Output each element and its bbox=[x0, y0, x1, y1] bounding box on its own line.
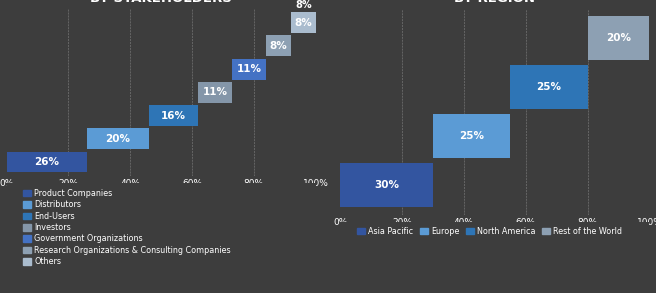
Bar bbox=[291, 12, 316, 33]
Bar bbox=[87, 128, 149, 149]
Bar bbox=[266, 35, 291, 56]
Text: 20%: 20% bbox=[606, 33, 631, 43]
Bar bbox=[232, 59, 266, 80]
Bar bbox=[510, 65, 588, 109]
Text: 16%: 16% bbox=[161, 110, 186, 120]
Text: 26%: 26% bbox=[34, 157, 59, 167]
Text: 8%: 8% bbox=[295, 18, 312, 28]
Text: 11%: 11% bbox=[203, 87, 228, 97]
Text: 30%: 30% bbox=[374, 180, 400, 190]
Bar bbox=[149, 105, 198, 126]
Text: 25%: 25% bbox=[459, 131, 484, 141]
Text: 8%: 8% bbox=[270, 41, 287, 51]
Text: 20%: 20% bbox=[106, 134, 131, 144]
Bar bbox=[198, 82, 232, 103]
Title: BY STAKEHOLDERS: BY STAKEHOLDERS bbox=[90, 0, 232, 5]
Text: 11%: 11% bbox=[237, 64, 262, 74]
Legend: Asia Pacific, Europe, North America, Rest of the World: Asia Pacific, Europe, North America, Res… bbox=[357, 227, 622, 236]
Bar bbox=[588, 16, 649, 60]
Bar bbox=[7, 151, 87, 172]
Text: 25%: 25% bbox=[537, 82, 562, 92]
Title: BY REGION: BY REGION bbox=[455, 0, 535, 5]
Bar bbox=[340, 163, 433, 207]
Text: 8%: 8% bbox=[295, 0, 312, 11]
Legend: Product Companies, Distributors, End-Users, Investors, Government Organizations,: Product Companies, Distributors, End-Use… bbox=[23, 189, 231, 266]
Bar bbox=[433, 114, 510, 159]
